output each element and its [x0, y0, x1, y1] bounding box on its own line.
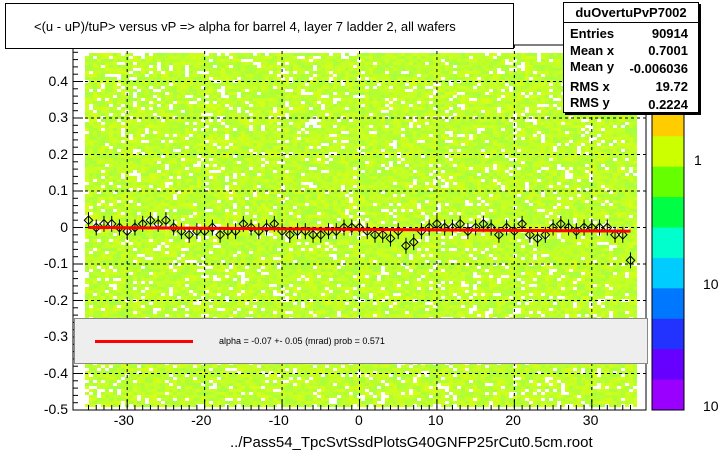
x-tick-label: 20	[505, 412, 521, 428]
stats-box: duOvertuPvP7002 Entries 90914 Mean x 0.7…	[563, 2, 699, 113]
fit-legend-line	[95, 340, 193, 343]
y-tick-label: 0.4	[49, 73, 68, 89]
fit-legend-box: alpha = -0.07 +- 0.05 (mrad) prob = 0.57…	[74, 318, 648, 364]
stat-label-entries: Entries	[570, 26, 614, 41]
x-tick-label: 0	[355, 412, 363, 428]
y-tick-label: 0.2	[49, 146, 68, 162]
file-path-label: ../Pass54_TpcSvtSsdPlotsG40GNFP25rCut0.5…	[230, 434, 593, 451]
colorbar-label-10b: 10	[703, 398, 719, 414]
stat-label-mean-x: Mean x	[570, 43, 614, 58]
y-tick-label: 0.1	[49, 182, 68, 198]
y-tick-label: -0.4	[44, 365, 68, 381]
stat-label-rms-y: RMS y	[570, 95, 610, 110]
stat-label-rms-x: RMS x	[570, 79, 610, 94]
y-tick-label: -0.1	[44, 255, 68, 271]
chart-title: <(u - uP)/tuP> versus vP => alpha for ba…	[34, 19, 456, 34]
x-tick-label: -20	[191, 412, 211, 428]
stat-value-mean-x: 0.7001	[648, 43, 688, 58]
y-tick-label: 0	[60, 219, 68, 235]
stat-value-rms-y: 0.2224	[648, 97, 688, 112]
stats-divider	[564, 22, 698, 23]
x-tick-label: -30	[114, 412, 134, 428]
y-tick-label: -0.2	[44, 292, 68, 308]
x-tick-label: -10	[269, 412, 289, 428]
stat-label-mean-y: Mean y	[570, 59, 614, 74]
title-box: <(u - uP)/tuP> versus vP => alpha for ba…	[5, 3, 514, 49]
stats-title: duOvertuPvP7002	[564, 5, 698, 20]
fit-legend-text: alpha = -0.07 +- 0.05 (mrad) prob = 0.57…	[219, 336, 385, 346]
stat-value-entries: 90914	[652, 26, 688, 41]
stat-value-mean-y: -0.006036	[629, 61, 688, 76]
stat-value-rms-x: 19.72	[655, 79, 688, 94]
colorbar-label-10a: 10	[703, 276, 719, 292]
y-tick-label: -0.5	[44, 401, 68, 417]
y-tick-label: -0.3	[44, 328, 68, 344]
colorbar-label-1: 1	[694, 152, 702, 168]
x-tick-label: 30	[583, 412, 599, 428]
x-tick-label: 10	[428, 412, 444, 428]
y-tick-label: 0.3	[49, 109, 68, 125]
